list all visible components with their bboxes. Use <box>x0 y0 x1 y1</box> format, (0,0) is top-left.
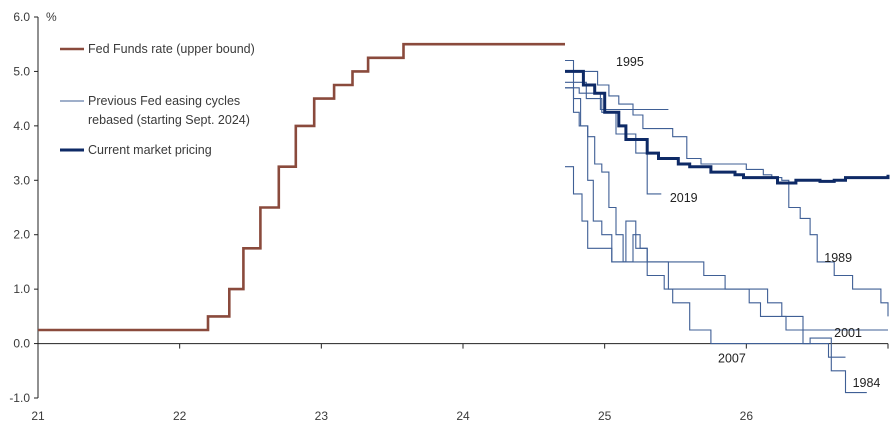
y-tick-label: 2.0 <box>13 228 30 242</box>
x-tick-label: 26 <box>740 409 754 423</box>
x-tick-label: 24 <box>456 409 470 423</box>
legend-label: Previous Fed easing cycles <box>88 94 240 108</box>
x-tick-label: 22 <box>173 409 187 423</box>
legend-label: Fed Funds rate (upper bound) <box>88 42 255 56</box>
y-tick-label: -1.0 <box>9 391 30 405</box>
series-line-1989 <box>565 70 889 317</box>
series-annotations: 1995 2019 1989 2001 2007 1984 <box>616 55 880 390</box>
y-tick-label: 5.0 <box>13 64 30 78</box>
annotation-1984: 1984 <box>853 376 881 390</box>
y-tick-label: 3.0 <box>13 173 30 187</box>
annotation-2001: 2001 <box>834 326 862 340</box>
legend: Fed Funds rate (upper bound) Previous Fed… <box>60 42 255 157</box>
annotation-1995: 1995 <box>616 55 644 69</box>
x-tick-label: 21 <box>31 409 45 423</box>
annotation-2007: 2007 <box>718 352 746 366</box>
axes: 6.0 5.0 4.0 3.0 2.0 1.0 0.0 -1.0% 21 22 23 24 25 26 <box>9 10 889 423</box>
y-unit-label: % <box>46 10 57 24</box>
y-tick-label: 4.0 <box>13 119 30 133</box>
x-tick-label: 23 <box>315 409 329 423</box>
series-line-fed-funds-rate-upper-bound <box>38 42 565 332</box>
annotation-1989: 1989 <box>824 251 852 265</box>
legend-label-line2: rebased (starting Sept. 2024) <box>88 113 250 127</box>
y-tick-label: 0.0 <box>13 337 30 351</box>
series-line-current-market-pricing <box>565 69 890 185</box>
series-line-1984 <box>565 166 867 394</box>
series-line-1995 <box>565 87 669 111</box>
x-tick-label: 25 <box>598 409 612 423</box>
series-lines <box>38 42 890 394</box>
y-tick-label: 6.0 <box>13 10 30 24</box>
series-line-2019 <box>565 81 662 195</box>
annotation-2019: 2019 <box>670 191 698 205</box>
legend-label: Current market pricing <box>88 143 212 157</box>
y-tick-label: 1.0 <box>13 282 30 296</box>
